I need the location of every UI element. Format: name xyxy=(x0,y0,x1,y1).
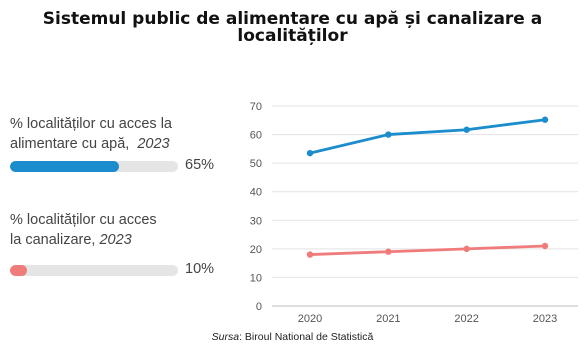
data-point xyxy=(385,131,392,138)
sewer-access-progress-fill xyxy=(10,265,27,276)
y-tick-label: 20 xyxy=(250,244,262,256)
y-tick-label: 10 xyxy=(250,272,262,284)
water-access-label-line2: alimentare cu apă, xyxy=(10,135,130,152)
sewer-access-year: 2023 xyxy=(99,231,132,248)
data-point xyxy=(306,149,314,157)
data-point xyxy=(541,242,549,250)
data-point xyxy=(385,248,392,255)
data-point xyxy=(541,116,549,123)
x-tick-label: 2020 xyxy=(298,313,322,325)
y-tick-label: 70 xyxy=(250,101,262,113)
sewer-access-value: 10% xyxy=(185,261,215,277)
y-tick-label: 60 xyxy=(250,130,262,142)
sewer-access-label: % localităților cu acces la canalizare, … xyxy=(10,211,220,250)
source-note: Sursa: Biroul National de Statistică xyxy=(0,331,585,343)
sewer-access-progress-track xyxy=(10,265,178,276)
x-tick-label: 2021 xyxy=(376,313,400,325)
water-access-progress-fill xyxy=(10,161,120,172)
data-point xyxy=(463,245,470,253)
y-tick-label: 30 xyxy=(250,215,262,227)
water-access-label-line1: % localităților cu acces la xyxy=(10,116,172,132)
data-point xyxy=(463,126,470,133)
series-line xyxy=(308,244,547,256)
water-access-label: % localităților cu acces la alimentare c… xyxy=(10,115,220,154)
x-tick-label: 2023 xyxy=(533,313,557,325)
water-access-progress-track xyxy=(10,161,178,172)
y-tick-label: 0 xyxy=(256,301,262,313)
sewer-access-label-line2: la canalizare, xyxy=(10,231,96,248)
y-tick-label: 40 xyxy=(250,187,262,199)
series-line xyxy=(308,118,547,155)
sewer-access-label-line1: % localităților cu acces xyxy=(10,212,157,228)
source-text: : Biroul National de Statistică xyxy=(239,331,374,343)
water-access-value: 65% xyxy=(185,157,215,173)
water-access-year: 2023 xyxy=(137,135,170,152)
data-point xyxy=(306,251,314,258)
x-tick-label: 2022 xyxy=(454,313,478,325)
source-prefix: Sursa xyxy=(211,331,240,343)
chart-title: Sistemul public de alimentare cu apă și … xyxy=(10,11,575,45)
title-line-1: Sistemul public de alimentare cu apă și … xyxy=(42,9,543,29)
title-line-2: localităților xyxy=(237,26,348,46)
y-tick-label: 50 xyxy=(250,158,262,170)
